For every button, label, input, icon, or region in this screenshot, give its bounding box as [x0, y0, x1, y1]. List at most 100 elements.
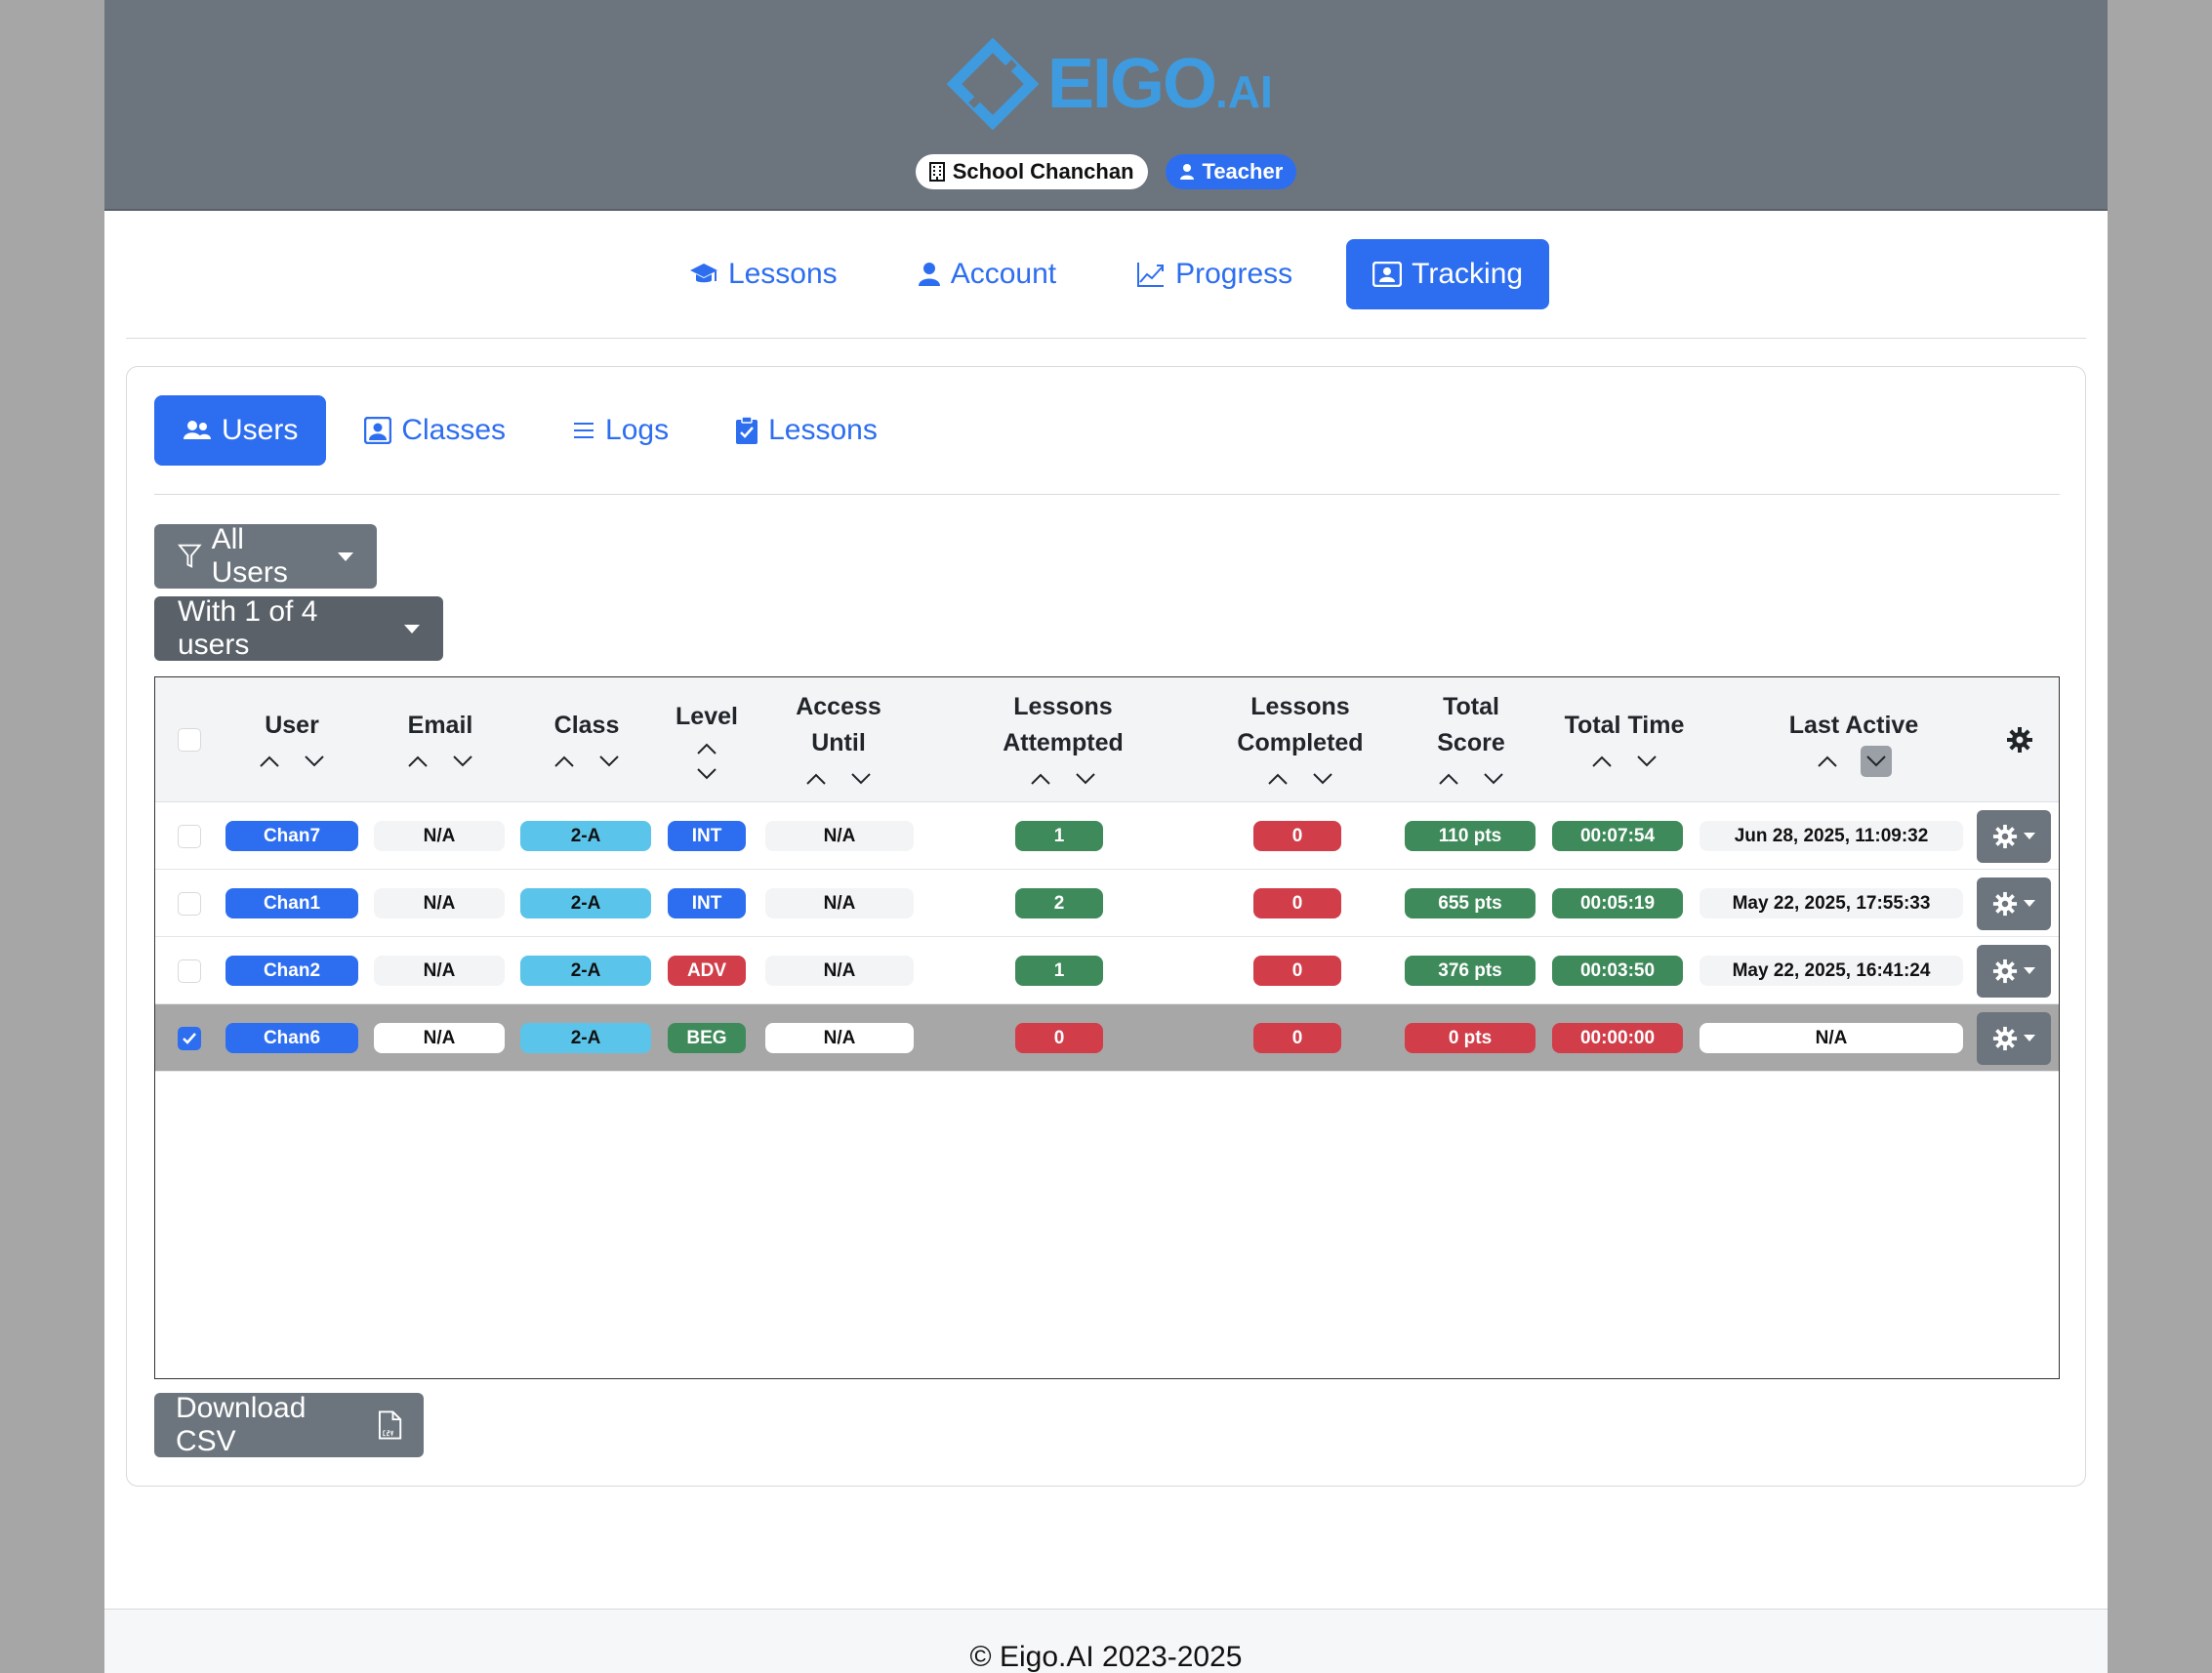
row-actions-button[interactable] — [1977, 809, 2051, 863]
sort-asc-icon[interactable] — [258, 754, 281, 769]
row-actions-button[interactable] — [1977, 877, 2051, 930]
selection-dropdown-label: With 1 of 4 users — [178, 595, 318, 661]
tab-users-label: Users — [222, 414, 299, 446]
score-cell: 655 pts — [1404, 870, 1536, 937]
row-select-cell — [175, 870, 204, 937]
logo-mark-icon — [946, 37, 1040, 131]
table-row[interactable]: Chan1 N/A 2-A INT N/A 2 0 655 pts 00:05:… — [155, 870, 2059, 937]
sort-asc-icon[interactable] — [1029, 771, 1052, 787]
sort-desc-icon[interactable] — [303, 754, 326, 769]
sort-controls — [1590, 750, 1659, 773]
user-badge[interactable]: Chan2 — [225, 956, 358, 986]
header-time-label: Total Time — [1564, 711, 1685, 739]
caret-down-icon — [2024, 900, 2035, 907]
table-header: User Email Class — [155, 677, 2059, 802]
selection-dropdown[interactable]: With 1 of 4 users — [154, 595, 443, 661]
sort-asc-icon[interactable] — [1437, 771, 1460, 787]
sort-asc-icon[interactable] — [553, 754, 576, 769]
gear-icon[interactable] — [2006, 726, 2033, 754]
time-badge: 00:07:54 — [1552, 821, 1683, 851]
header-completed-line2: Completed — [1237, 729, 1364, 756]
time-cell: 00:03:50 — [1551, 937, 1684, 1004]
sort-desc-icon[interactable] — [597, 754, 621, 769]
header-class-label: Class — [553, 711, 620, 739]
sort-controls — [406, 750, 474, 773]
time-cell: 00:00:00 — [1551, 1004, 1684, 1072]
actions-cell — [1975, 1004, 2053, 1072]
class-cell: 2-A — [518, 1004, 653, 1072]
attempted-cell: 1 — [1014, 802, 1104, 870]
select-all-checkbox[interactable] — [178, 728, 201, 752]
caret-down-icon — [2024, 1035, 2035, 1041]
score-cell: 376 pts — [1404, 937, 1536, 1004]
row-actions-button[interactable] — [1977, 1011, 2051, 1065]
table-row[interactable]: Chan7 N/A 2-A INT N/A 1 0 110 pts 00:07:… — [155, 802, 2059, 870]
row-checkbox-checked[interactable] — [178, 1026, 201, 1050]
nav-account[interactable]: Account — [891, 239, 1083, 309]
nav-tracking[interactable]: Tracking — [1346, 239, 1550, 309]
sort-desc-icon[interactable] — [849, 771, 873, 787]
row-checkbox[interactable] — [178, 891, 201, 916]
sort-desc-active[interactable] — [1861, 745, 1892, 777]
sort-desc-icon[interactable] — [1074, 771, 1097, 787]
tab-lessons[interactable]: Lessons — [707, 395, 906, 466]
users-table: User Email Class — [154, 676, 2060, 1379]
sort-desc-icon[interactable] — [1311, 771, 1334, 787]
sort-asc-icon[interactable] — [1590, 754, 1614, 769]
access-cell: N/A — [764, 870, 915, 937]
caret-down-icon — [2024, 833, 2035, 839]
sort-desc-icon[interactable] — [451, 754, 474, 769]
user-badge[interactable]: Chan6 — [225, 1023, 358, 1053]
nav-lessons[interactable]: Lessons — [663, 239, 864, 309]
email-cell: N/A — [372, 802, 507, 870]
email-cell: N/A — [372, 1004, 507, 1072]
user-badge[interactable]: Chan7 — [225, 821, 358, 851]
class-badge: 2-A — [520, 821, 651, 851]
sort-desc-icon[interactable] — [1635, 754, 1659, 769]
header-level: Level — [663, 677, 751, 802]
table-row[interactable]: Chan2 N/A 2-A ADV N/A 1 0 376 pts 00:03:… — [155, 937, 2059, 1004]
header-user: User — [224, 677, 360, 802]
completed-cell: 0 — [1252, 870, 1342, 937]
header-email: Email — [372, 677, 509, 802]
download-csv-button[interactable]: Download CSV — [154, 1392, 424, 1457]
completed-badge: 0 — [1253, 1023, 1341, 1053]
user-cell: Chan6 — [225, 1004, 358, 1072]
graduation-cap-icon — [689, 264, 717, 283]
row-actions-button[interactable] — [1977, 944, 2051, 998]
row-select-cell — [175, 937, 204, 1004]
email-cell: N/A — [372, 937, 507, 1004]
row-checkbox[interactable] — [178, 824, 201, 848]
logo[interactable]: EIGO.AI — [946, 35, 1278, 133]
user-cell: Chan2 — [225, 937, 358, 1004]
sort-asc-icon[interactable] — [1816, 754, 1839, 769]
clipboard-check-icon — [736, 416, 758, 444]
header-settings — [1990, 677, 2049, 802]
email-cell: N/A — [372, 870, 507, 937]
sort-desc-icon[interactable] — [1482, 771, 1505, 787]
sort-asc-icon[interactable] — [1266, 771, 1290, 787]
score-badge: 655 pts — [1405, 888, 1536, 918]
nav-lessons-label: Lessons — [727, 258, 838, 290]
person-icon — [1179, 164, 1194, 180]
tab-users[interactable]: Users — [154, 395, 327, 466]
user-badge[interactable]: Chan1 — [225, 888, 358, 918]
filter-dropdown[interactable]: All Users — [154, 523, 377, 589]
header-score-line1: Total — [1443, 693, 1499, 720]
sort-asc-icon[interactable] — [695, 741, 718, 756]
list-icon — [574, 423, 594, 438]
nav-progress-label: Progress — [1175, 258, 1293, 290]
header-attempted-line2: Attempted — [1003, 729, 1124, 756]
nav-progress[interactable]: Progress — [1110, 239, 1319, 309]
row-checkbox[interactable] — [178, 959, 201, 983]
sort-asc-icon[interactable] — [804, 771, 828, 787]
row-select-cell — [175, 802, 204, 870]
user-cell: Chan1 — [225, 870, 358, 937]
sort-asc-icon[interactable] — [406, 754, 430, 769]
header-access-until: Access Until — [760, 677, 917, 802]
tab-classes[interactable]: Classes — [336, 395, 534, 466]
sort-desc-icon[interactable] — [695, 766, 718, 782]
tab-logs[interactable]: Logs — [544, 395, 697, 466]
file-csv-icon — [378, 1410, 402, 1440]
table-row-selected[interactable]: Chan6 N/A 2-A BEG N/A 0 0 0 pts 00:00:00… — [155, 1004, 2059, 1072]
